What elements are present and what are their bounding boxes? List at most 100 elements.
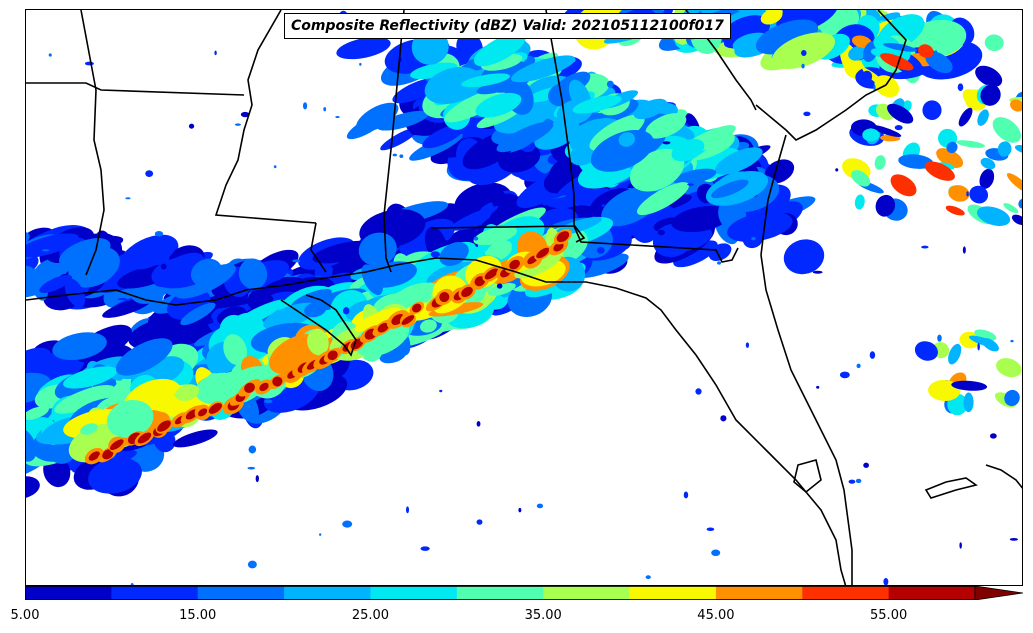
colorbar-tick-label: 35.00 [524,608,562,623]
reflectivity-cell [959,542,962,549]
reflectivity-cell [863,41,879,62]
reflectivity-cell [992,117,1021,143]
reflectivity-cell [422,123,466,149]
reflectivity-cell [671,138,705,162]
louisiana-mississippi-border [310,222,327,273]
reflectivity-cell [244,382,255,393]
reflectivity-cell [401,315,415,325]
reflectivity-cell [133,243,176,270]
reflectivity-cell [629,148,685,192]
reflectivity-cell [946,141,958,154]
reflectivity-cell [273,165,277,169]
reflectivity-cell [687,183,694,186]
reflectivity-cell [848,46,867,61]
reflectivity-cell [848,479,856,484]
gulf-coast [26,257,847,585]
reflectivity-cell [618,132,636,147]
reflectivity-cell [854,194,865,210]
reflectivity-cell [145,170,154,178]
reflectivity-cell [869,351,876,359]
reflectivity-cell [26,265,35,284]
reflectivity-cell [365,261,417,288]
reflectivity-cell [208,402,222,414]
reflectivity-cell [424,66,482,105]
reflectivity-cell [358,232,397,266]
reflectivity-cell [873,84,876,91]
reflectivity-cell [420,546,430,551]
reflectivity-cell [109,439,124,451]
reflectivity-cell [720,415,727,422]
reflectivity-cell [922,100,942,121]
reflectivity-cell [1014,145,1022,154]
reflectivity-cell [342,520,353,528]
reflectivity-cell [764,159,795,184]
colorbar-segment [370,586,458,600]
reflectivity-cell [979,168,995,189]
reflectivity-cell [536,247,550,259]
reflectivity-cell [26,347,52,387]
reflectivity-cell [327,350,338,361]
reflectivity-cell [951,380,988,391]
reflectivity-cell [875,194,896,217]
reflectivity-cell [918,44,934,58]
atlantic-coast [755,84,887,256]
reflectivity-cell [520,298,530,306]
reflectivity-cell [84,61,94,66]
reflectivity-cell [190,258,223,287]
colorbar-segment [111,586,199,600]
reflectivity-cell [399,154,404,159]
reflectivity-cell [154,230,164,237]
louisiana-west-border [80,10,105,276]
colorbar-segment [25,586,112,600]
reflectivity-cell [914,341,938,361]
reflectivity-cell [671,205,731,233]
reflectivity-cell [812,270,823,274]
reflectivity-cell [444,88,507,123]
reflectivity-cell [48,53,52,57]
colorbar-segment [284,586,371,600]
reflectivity-cell [496,121,554,153]
colorbar-tick-label: 5.00 [10,608,40,623]
reflectivity-cell [980,157,996,170]
colorbar-segment [456,586,544,600]
reflectivity-cell [376,110,429,131]
reflectivity-cell [937,334,942,342]
reflectivity-cell [874,155,886,170]
reflectivity-cell [1010,339,1014,343]
reflectivity-cell [977,342,980,351]
reflectivity-cell [898,154,934,169]
colorbar-extend-arrow [974,586,1023,600]
reflectivity-cell [392,153,397,157]
reflectivity-cell [1009,538,1019,541]
reflectivity-cell [711,549,721,557]
reflectivity-cell [26,427,37,462]
reflectivity-cell [197,408,208,417]
map-panel [25,9,1023,586]
reflectivity-cell [1010,99,1022,112]
arkansas-louisiana-border [26,82,245,96]
reflectivity-cell [974,329,997,341]
reflectivity-cell [880,53,914,71]
reflectivity-cell [473,236,479,241]
reflectivity-cell [312,240,375,264]
reflectivity-cell [862,128,880,142]
reflectivity-cell [115,338,173,376]
reflectivity-cell [335,115,340,119]
reflectivity-cell [323,107,327,112]
reflectivity-cell [439,292,450,303]
reflectivity-cell [863,462,869,468]
reflectivity-cell [553,242,564,252]
reflectivity-cell [223,334,248,366]
reflectivity-cell [405,506,410,514]
alabama-georgia-border [545,10,586,243]
reflectivity-cell [715,147,763,175]
reflectivity-cell [636,182,690,216]
reflectivity-cell [948,185,970,202]
reflectivity-cell [662,141,671,145]
reflectivity-cell [476,421,481,427]
reflectivity-cell [727,211,793,242]
reflectivity-cell [890,174,917,197]
colorbar-segment [802,586,890,600]
reflectivity-cell [241,263,245,271]
reflectivity-cell [924,161,955,181]
